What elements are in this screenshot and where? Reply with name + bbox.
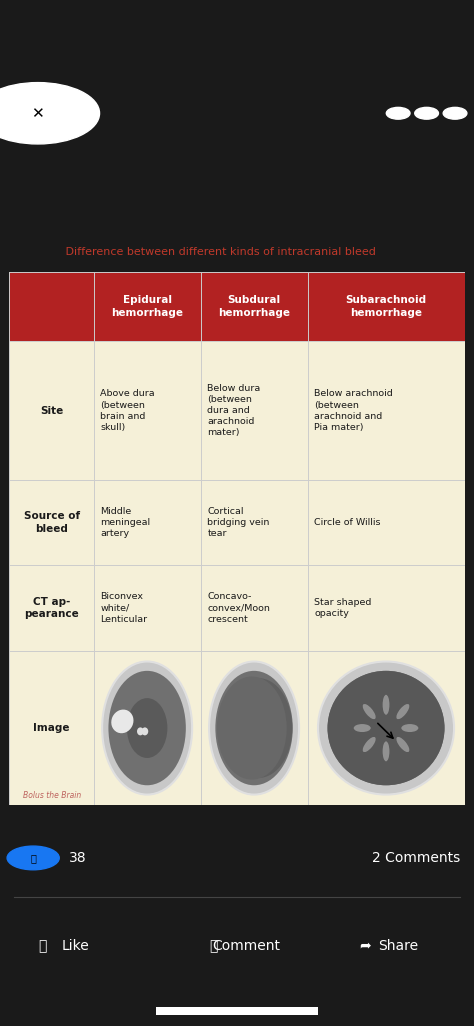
Bar: [308, 565, 465, 650]
Bar: [94, 272, 201, 342]
Bar: [201, 342, 308, 480]
Ellipse shape: [217, 676, 287, 780]
Circle shape: [0, 83, 100, 144]
Bar: [308, 342, 465, 480]
Text: 👍: 👍: [30, 853, 36, 863]
Ellipse shape: [354, 724, 371, 732]
Text: Cortical
bridging vein
tear: Cortical bridging vein tear: [208, 507, 270, 539]
Text: Circle of Willis: Circle of Willis: [314, 518, 381, 527]
Text: Image: Image: [33, 723, 70, 733]
Bar: [201, 650, 308, 805]
Bar: [201, 272, 308, 342]
Ellipse shape: [363, 737, 376, 752]
Ellipse shape: [234, 698, 274, 758]
Text: TABLE:: TABLE:: [14, 247, 57, 258]
Text: Comment: Comment: [212, 939, 281, 953]
Ellipse shape: [127, 698, 167, 758]
Bar: [308, 272, 465, 342]
Bar: [94, 565, 201, 650]
Text: Source of
bleed: Source of bleed: [24, 511, 80, 534]
Circle shape: [415, 108, 438, 119]
Ellipse shape: [396, 704, 410, 719]
Text: Star shaped
opacity: Star shaped opacity: [314, 598, 372, 618]
Text: Share: Share: [378, 939, 418, 953]
Bar: [94, 342, 201, 480]
Ellipse shape: [356, 698, 417, 758]
Bar: [9, 480, 94, 565]
Text: ✕: ✕: [32, 106, 44, 121]
Bar: [94, 650, 201, 805]
Bar: [94, 480, 201, 565]
Ellipse shape: [111, 710, 134, 734]
Ellipse shape: [137, 727, 144, 736]
Ellipse shape: [209, 662, 299, 794]
Ellipse shape: [396, 737, 410, 752]
Text: 💬: 💬: [209, 939, 218, 953]
Text: Below arachnoid
(between
arachnoid and
Pia mater): Below arachnoid (between arachnoid and P…: [314, 390, 393, 432]
Bar: [9, 342, 94, 480]
Circle shape: [386, 108, 410, 119]
Text: 2 Comments: 2 Comments: [372, 851, 460, 865]
Ellipse shape: [142, 727, 148, 736]
Ellipse shape: [215, 671, 293, 785]
Bar: [201, 565, 308, 650]
Text: Site: Site: [40, 405, 63, 416]
Bar: [9, 565, 94, 650]
Circle shape: [7, 846, 59, 870]
Bar: [9, 650, 94, 805]
Text: 👍: 👍: [38, 939, 47, 953]
Text: Difference between different kinds of intracranial bleed: Difference between different kinds of in…: [62, 247, 376, 258]
Ellipse shape: [328, 671, 445, 785]
Text: ➦: ➦: [359, 939, 371, 953]
Bar: [308, 480, 465, 565]
Ellipse shape: [363, 704, 376, 719]
Ellipse shape: [109, 671, 186, 785]
Ellipse shape: [383, 695, 390, 715]
Text: Middle
meningeal
artery: Middle meningeal artery: [100, 507, 151, 539]
Text: Subarachnoid
hemorrhage: Subarachnoid hemorrhage: [346, 295, 427, 318]
Ellipse shape: [102, 662, 192, 794]
Text: Subdural
hemorrhage: Subdural hemorrhage: [218, 295, 290, 318]
Text: Concavo-
convex/Moon
crescent: Concavo- convex/Moon crescent: [208, 592, 270, 624]
Text: Like: Like: [62, 939, 90, 953]
Ellipse shape: [318, 662, 454, 794]
Text: Bolus the Brain: Bolus the Brain: [23, 791, 82, 800]
Bar: [9, 272, 94, 342]
Text: Biconvex
white/
Lenticular: Biconvex white/ Lenticular: [100, 592, 147, 624]
Bar: [201, 480, 308, 565]
Circle shape: [443, 108, 467, 119]
Ellipse shape: [328, 671, 445, 785]
Text: Above dura
(between
brain and
skull): Above dura (between brain and skull): [100, 390, 155, 432]
Ellipse shape: [401, 724, 419, 732]
Bar: [156, 1007, 318, 1016]
Ellipse shape: [225, 678, 292, 778]
Bar: [308, 650, 465, 805]
Text: 38: 38: [69, 851, 86, 865]
Ellipse shape: [383, 742, 390, 761]
Text: Epidural
hemorrhage: Epidural hemorrhage: [111, 295, 183, 318]
Text: CT ap-
pearance: CT ap- pearance: [24, 597, 79, 620]
Text: Below dura
(between
dura and
arachnoid
mater): Below dura (between dura and arachnoid m…: [208, 384, 261, 437]
